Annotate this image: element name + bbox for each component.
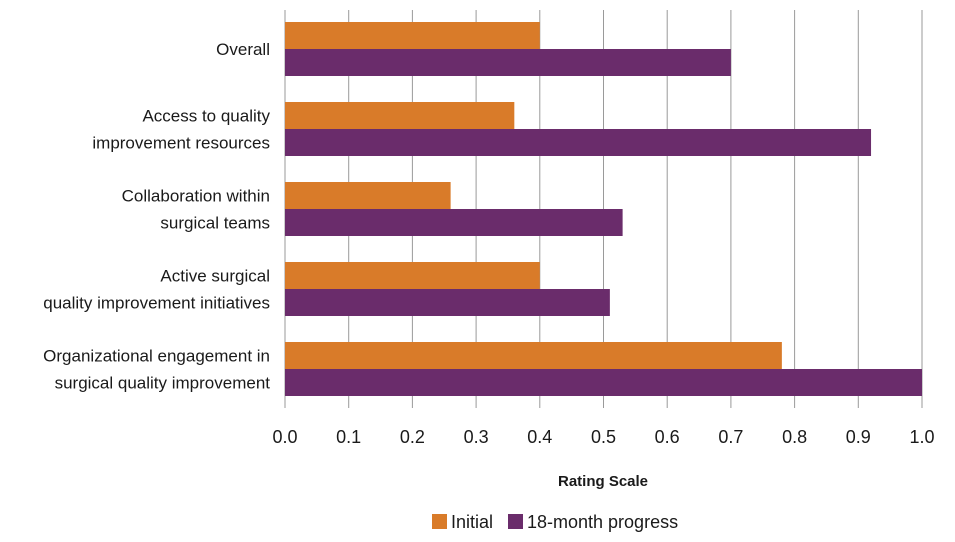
bar-initial	[285, 262, 540, 289]
x-tick-label: 0.1	[336, 427, 361, 447]
x-tick-label: 0.2	[400, 427, 425, 447]
bar-initial	[285, 182, 451, 209]
x-tick-label: 0.8	[782, 427, 807, 447]
category-label: Organizational engagement in	[43, 347, 270, 366]
category-label: Access to quality	[142, 107, 270, 126]
legend-swatch	[508, 514, 523, 529]
x-tick-label: 0.5	[591, 427, 616, 447]
category-label: surgical teams	[160, 214, 270, 233]
bar-18-month-progress	[285, 209, 623, 236]
x-tick-label: 0.6	[655, 427, 680, 447]
category-labels: Overall Access to quality improvement reso…	[43, 40, 270, 393]
legend-label: 18-month progress	[527, 512, 678, 532]
x-tick-label: 1.0	[909, 427, 934, 447]
category-label: Active surgical	[160, 267, 270, 286]
bar-initial	[285, 102, 515, 129]
bar-18-month-progress	[285, 289, 610, 316]
category-label: quality improvement initiatives	[43, 294, 270, 313]
x-tick-label: 0.9	[846, 427, 871, 447]
x-tick-labels: 0.0 0.1 0.2 0.3 0.4 0.5 0.6 0.7 0.8 0.9 1.0	[272, 427, 934, 447]
legend-swatch	[432, 514, 447, 529]
bar-initial	[285, 342, 782, 369]
legend: Initial 18-month progress	[432, 512, 678, 532]
x-tick-label: 0.3	[464, 427, 489, 447]
category-label: Collaboration within	[122, 187, 270, 206]
x-tick-label: 0.4	[527, 427, 552, 447]
category-label: improvement resources	[92, 134, 270, 153]
category-label: surgical quality improvement	[55, 374, 271, 393]
bar-18-month-progress	[285, 129, 872, 156]
bar-18-month-progress	[285, 49, 731, 76]
bar-initial	[285, 22, 540, 49]
x-tick-label: 0.7	[718, 427, 743, 447]
bar-18-month-progress	[285, 369, 922, 396]
x-axis-title: Rating Scale	[558, 473, 648, 490]
bars	[285, 22, 922, 396]
category-label: Overall	[216, 40, 270, 59]
legend-label: Initial	[451, 512, 493, 532]
x-tick-label: 0.0	[272, 427, 297, 447]
